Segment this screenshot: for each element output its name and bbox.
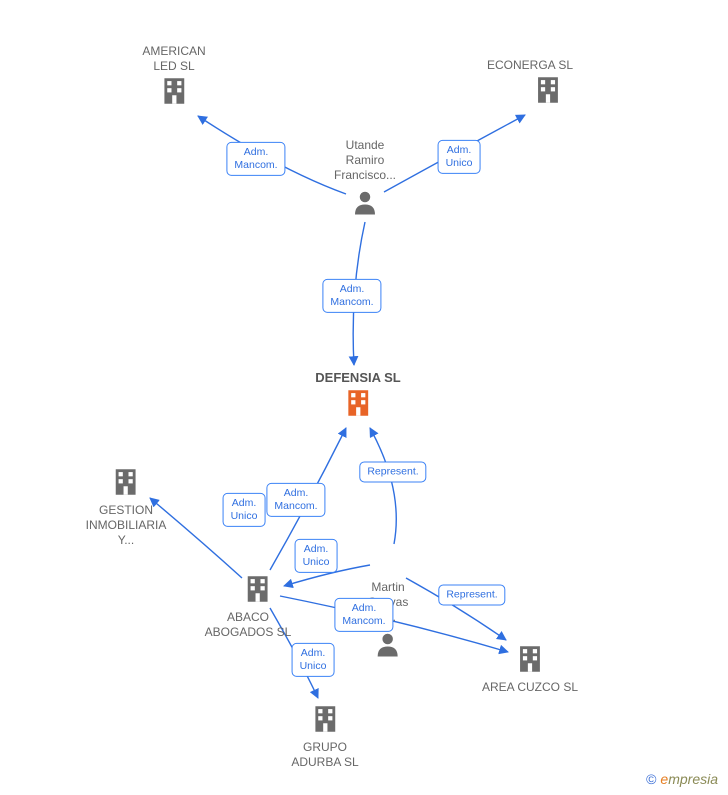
edge-label-e9: Represent.	[438, 584, 505, 605]
center-company-node[interactable]: DEFENSIA SL	[315, 370, 400, 424]
person-node-utande[interactable]: Utande Ramiro Francisco...	[334, 138, 396, 217]
diagram-canvas: AMERICAN LED SL ECONERGA SL Utande Ramiro …	[0, 0, 728, 795]
person-icon	[373, 629, 403, 659]
building-icon	[241, 572, 275, 606]
company-label: GRUPO ADURBA SL	[291, 740, 358, 770]
edge-label-e10: Adm. Unico	[292, 643, 335, 677]
edge-label-e4: Represent.	[359, 461, 426, 482]
watermark: ©empresia	[646, 771, 718, 787]
company-node-area_cuzco[interactable]: AREA CUZCO SL	[482, 642, 578, 695]
edge-label-e3: Adm. Mancom.	[322, 279, 381, 313]
edge-e4	[370, 428, 396, 544]
edge-label-e5: Adm. Mancom.	[266, 483, 325, 517]
edge-label-e8: Adm. Mancom.	[334, 598, 393, 632]
building-icon	[531, 73, 565, 107]
edge-label-e6: Adm. Unico	[223, 493, 266, 527]
company-node-american_led[interactable]: AMERICAN LED SL	[142, 44, 205, 112]
building-icon	[109, 465, 143, 499]
watermark-text: mpresia	[668, 771, 718, 787]
edge-label-e7: Adm. Unico	[295, 539, 338, 573]
company-label: AREA CUZCO SL	[482, 680, 578, 695]
building-icon	[341, 386, 375, 420]
person-icon	[350, 187, 380, 217]
edge-label-e2: Adm. Unico	[438, 140, 481, 174]
company-label: ABACO ABOGADOS SL	[205, 610, 292, 640]
person-label: Utande Ramiro Francisco...	[334, 138, 396, 183]
building-icon	[308, 702, 342, 736]
copyright-symbol: ©	[646, 771, 656, 787]
company-node-grupo_adurba[interactable]: GRUPO ADURBA SL	[291, 702, 358, 770]
company-node-abaco[interactable]: ABACO ABOGADOS SL	[215, 572, 302, 640]
center-company-title: DEFENSIA SL	[315, 370, 400, 386]
company-label: AMERICAN LED SL	[142, 44, 205, 74]
company-label: ECONERGA SL	[487, 58, 573, 73]
building-icon	[513, 642, 547, 676]
company-label: GESTION INMOBILIARIA Y...	[86, 503, 167, 548]
company-node-econerga[interactable]: ECONERGA SL	[487, 58, 573, 111]
company-node-gestion[interactable]: GESTION INMOBILIARIA Y...	[86, 465, 167, 548]
edge-label-e1: Adm. Mancom.	[226, 142, 285, 176]
building-icon	[157, 74, 191, 108]
